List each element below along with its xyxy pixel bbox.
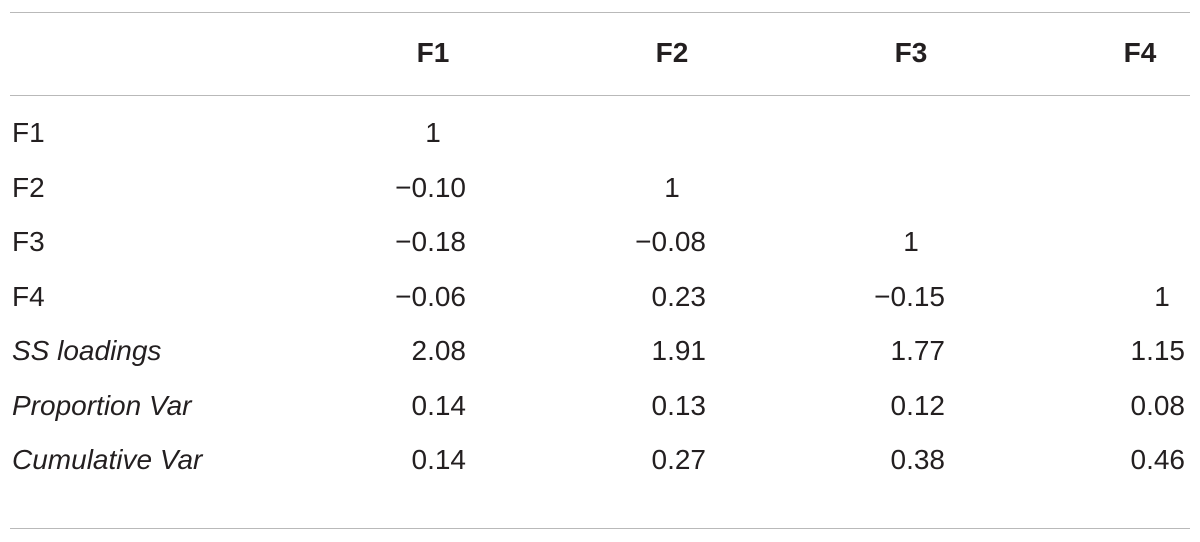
cell-value: 0.23 bbox=[651, 280, 707, 312]
cell-value: −0.06 bbox=[395, 280, 466, 312]
cell-value: 1.91 bbox=[651, 335, 707, 366]
cell-value: 0.14 bbox=[411, 444, 467, 475]
cell-value: 0.12 bbox=[890, 389, 946, 421]
cell-value: 0.13 bbox=[651, 389, 707, 421]
cell-value: 1 bbox=[664, 171, 680, 203]
column-header: F2 bbox=[655, 37, 689, 68]
header-rule bbox=[10, 95, 1190, 96]
row-label: SS loadings bbox=[12, 335, 162, 366]
row-label: F1 bbox=[12, 117, 45, 148]
cell-value: 1 bbox=[903, 226, 919, 257]
cell-value: 0.46 bbox=[1130, 444, 1186, 475]
cell-value: 1 bbox=[1154, 280, 1170, 312]
cell-value: −0.18 bbox=[395, 226, 466, 257]
cell-value: −0.10 bbox=[395, 171, 466, 203]
row-label: Cumulative Var bbox=[12, 444, 203, 475]
cell-value: −0.08 bbox=[635, 226, 706, 257]
cell-value: −0.15 bbox=[874, 280, 945, 312]
row-label: F3 bbox=[12, 226, 45, 257]
column-header: F4 bbox=[1123, 37, 1157, 68]
cell-value: 2.08 bbox=[411, 335, 467, 366]
cell-value: 0.08 bbox=[1130, 389, 1186, 421]
row-label: F2 bbox=[12, 171, 45, 203]
row-label: F4 bbox=[12, 280, 45, 312]
cell-value: 0.27 bbox=[651, 444, 707, 475]
cell-value: 0.38 bbox=[890, 444, 946, 475]
row-label: Proportion Var bbox=[12, 389, 192, 421]
bottom-rule bbox=[10, 528, 1190, 529]
cell-value: 1.15 bbox=[1130, 335, 1186, 366]
top-rule bbox=[10, 12, 1190, 13]
cell-value: 1 bbox=[425, 117, 441, 148]
cell-value: 1.77 bbox=[890, 335, 946, 366]
cell-value: 0.14 bbox=[411, 389, 467, 421]
column-header: F3 bbox=[894, 37, 928, 68]
column-header: F1 bbox=[416, 37, 450, 68]
